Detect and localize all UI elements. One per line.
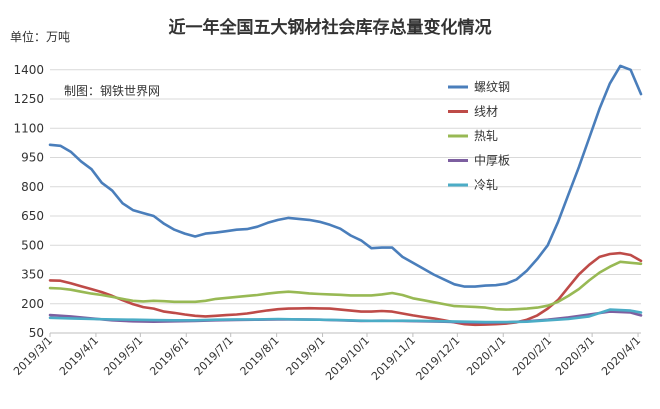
y-tick-label: 1400 xyxy=(13,63,44,77)
unit-label: 单位：万吨 xyxy=(10,29,70,44)
gridlines xyxy=(50,69,641,334)
chart-title: 近一年全国五大钢材社会库存总量变化情况 xyxy=(169,17,492,38)
y-tick-label: 500 xyxy=(21,238,44,252)
y-tick-label: 1250 xyxy=(13,92,44,106)
y-tick-label: 200 xyxy=(21,297,44,311)
series-line-3 xyxy=(48,260,643,311)
y-tick-label: 650 xyxy=(21,209,44,223)
y-tick-label: 1100 xyxy=(13,121,44,135)
y-tick-label: 350 xyxy=(21,268,44,282)
legend-label-4: 中厚板 xyxy=(474,153,510,168)
source-label: 制图：钢铁世界网 xyxy=(64,84,160,98)
y-tick-label: 800 xyxy=(21,180,44,194)
y-tick-label: 950 xyxy=(21,151,44,165)
legend-label-5: 冷轧 xyxy=(474,178,498,192)
y-tick-label: 50 xyxy=(29,326,44,340)
series-line-2 xyxy=(48,251,643,327)
series-line-1 xyxy=(48,64,643,288)
series-lines xyxy=(48,64,643,327)
legend-label-1: 螺纹钢 xyxy=(474,80,510,94)
legend-label-3: 热轧 xyxy=(474,129,498,143)
legend-label-2: 线材 xyxy=(474,105,498,119)
series-line-5 xyxy=(48,308,643,324)
